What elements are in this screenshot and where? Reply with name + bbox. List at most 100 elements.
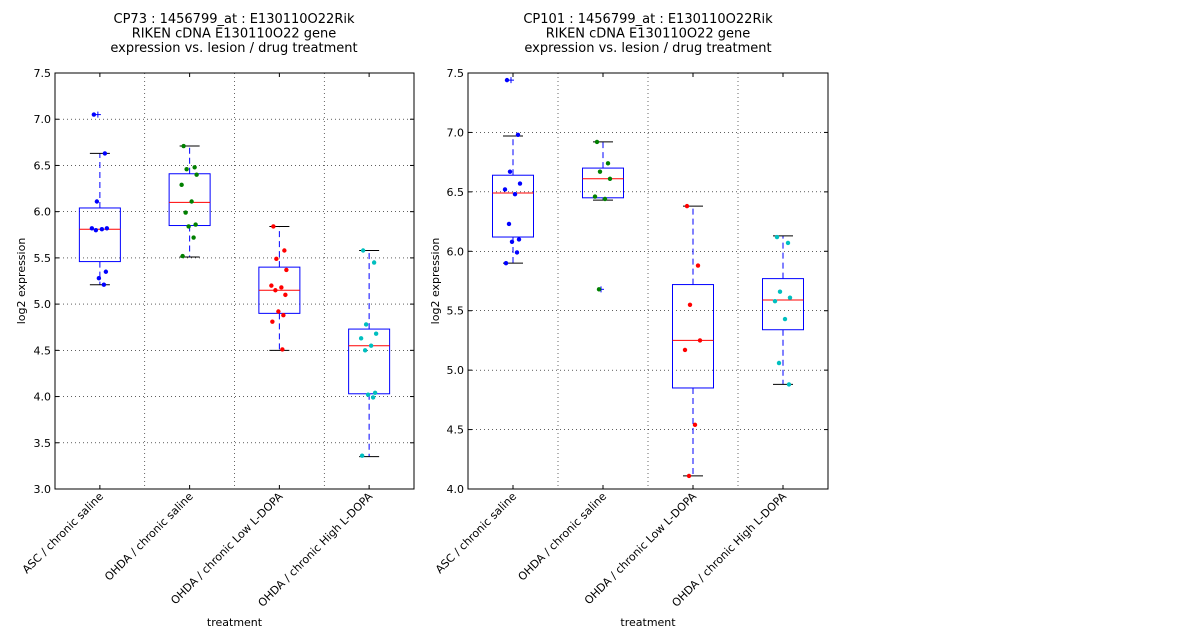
data-point <box>594 139 600 145</box>
y-axis-label: log2 expression <box>429 238 442 325</box>
data-point <box>786 382 792 387</box>
data-point <box>502 187 508 192</box>
data-point <box>596 287 602 292</box>
iqr-box <box>672 284 714 389</box>
data-point <box>682 347 688 353</box>
y-tick-label: 6.5 <box>34 159 52 172</box>
x-axis-label: treatment <box>620 616 676 629</box>
chart-panel-2: CP101 : 1456799_at : E130110O22RikRIKEN … <box>429 12 829 629</box>
y-tick-label: 6.0 <box>34 206 52 219</box>
data-point <box>186 224 191 229</box>
data-point <box>697 338 703 343</box>
data-point <box>372 390 378 396</box>
data-point <box>684 203 690 209</box>
data-point <box>269 283 274 288</box>
plot-frame <box>54 72 415 490</box>
data-point <box>362 348 368 353</box>
data-point <box>597 169 603 174</box>
data-point <box>281 313 286 318</box>
data-point <box>517 181 523 186</box>
data-point <box>365 392 371 397</box>
data-point <box>193 222 198 227</box>
data-point <box>772 299 778 304</box>
data-point <box>592 194 598 199</box>
data-point <box>774 234 780 240</box>
data-point <box>782 316 788 322</box>
y-tick-label: 5.5 <box>34 252 52 265</box>
data-point <box>194 172 199 177</box>
data-point <box>191 235 196 240</box>
y-tick-label: 4.5 <box>447 424 465 437</box>
data-point <box>686 473 692 479</box>
data-point <box>514 250 520 255</box>
data-point <box>512 192 518 197</box>
y-tick-label: 7.0 <box>447 126 465 139</box>
data-point <box>368 343 374 348</box>
y-tick-label: 6.5 <box>447 186 465 199</box>
iqr-box <box>348 328 391 395</box>
data-point <box>180 253 185 259</box>
chart-title-line: CP101 : 1456799_at : E130110O22Rik <box>523 12 773 27</box>
y-tick-label: 7.5 <box>447 67 465 80</box>
y-tick-label: 7.5 <box>34 67 52 80</box>
y-tick-label: 7.0 <box>34 113 52 126</box>
y-tick-label: 4.0 <box>447 483 465 496</box>
data-point <box>509 239 515 244</box>
plot-frame <box>467 72 829 490</box>
data-point <box>787 295 793 300</box>
x-tick-label: ASC / chronic saline <box>433 490 519 576</box>
data-point <box>605 161 611 166</box>
data-point <box>373 331 379 336</box>
iqr-box <box>492 174 534 238</box>
chart-title-line: expression vs. lesion / drug treatment <box>110 41 357 56</box>
data-point <box>279 285 284 290</box>
iqr-box <box>762 278 804 331</box>
data-point <box>192 165 197 170</box>
y-tick-label: 5.5 <box>447 305 465 318</box>
chart-title-line: RIKEN cDNA E130110O22 gene <box>132 27 337 42</box>
data-point <box>776 360 782 366</box>
data-point <box>276 309 281 314</box>
chart-title-line: CP73 : 1456799_at : E130110O22Rik <box>114 12 355 27</box>
data-point <box>695 263 701 268</box>
data-point <box>94 199 100 204</box>
data-point <box>181 143 186 149</box>
data-point <box>102 151 108 156</box>
data-point <box>179 182 184 188</box>
data-point <box>183 210 188 215</box>
x-axis-label: treatment <box>207 616 263 629</box>
data-point <box>687 302 693 307</box>
y-tick-label: 4.5 <box>34 344 52 357</box>
y-tick-label: 5.0 <box>447 364 465 377</box>
data-point <box>184 166 189 172</box>
data-point <box>270 319 275 324</box>
data-point <box>602 196 608 202</box>
data-point <box>358 336 364 341</box>
data-point <box>284 267 289 273</box>
y-axis-label: log2 expression <box>15 238 28 325</box>
data-point <box>91 112 97 117</box>
data-point <box>504 77 510 83</box>
x-tick-label: OHDA / chronic saline <box>516 490 610 584</box>
data-point <box>93 227 99 233</box>
data-point <box>777 289 783 294</box>
y-tick-label: 4.0 <box>34 391 52 404</box>
data-point <box>89 226 95 231</box>
chart-title-line: RIKEN cDNA E130110O22 gene <box>546 27 751 42</box>
iqr-box <box>168 173 211 227</box>
data-point <box>515 132 521 138</box>
x-tick-label: ASC / chronic saline <box>20 490 106 576</box>
data-point <box>104 226 110 231</box>
data-point <box>103 269 109 274</box>
data-point <box>516 237 522 242</box>
y-tick-label: 3.0 <box>34 483 52 496</box>
y-tick-label: 6.0 <box>447 245 465 258</box>
data-point <box>271 224 276 229</box>
data-point <box>363 322 369 327</box>
data-point <box>274 256 279 262</box>
y-tick-label: 5.0 <box>34 298 52 311</box>
data-point <box>96 276 102 281</box>
